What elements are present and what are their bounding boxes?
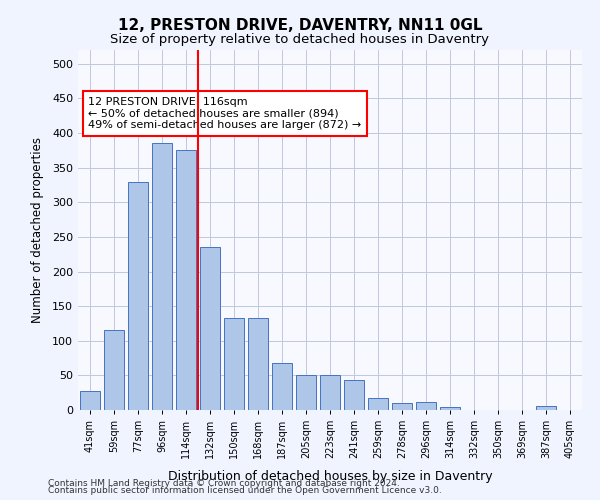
Bar bbox=[344, 380, 364, 410]
Y-axis label: Number of detached properties: Number of detached properties bbox=[31, 137, 44, 323]
Text: Contains HM Land Registry data © Crown copyright and database right 2024.: Contains HM Land Registry data © Crown c… bbox=[48, 478, 400, 488]
Bar bbox=[152, 144, 172, 410]
Bar bbox=[248, 318, 268, 410]
Bar bbox=[296, 376, 316, 410]
Bar bbox=[272, 363, 292, 410]
Bar bbox=[392, 403, 412, 410]
Bar bbox=[320, 376, 340, 410]
Bar bbox=[416, 402, 436, 410]
Bar bbox=[536, 406, 556, 410]
Bar bbox=[368, 398, 388, 410]
Bar bbox=[200, 248, 220, 410]
Text: Contains public sector information licensed under the Open Government Licence v3: Contains public sector information licen… bbox=[48, 486, 442, 495]
Text: 12, PRESTON DRIVE, DAVENTRY, NN11 0GL: 12, PRESTON DRIVE, DAVENTRY, NN11 0GL bbox=[118, 18, 482, 32]
Bar bbox=[440, 406, 460, 410]
Bar bbox=[80, 392, 100, 410]
Bar bbox=[128, 182, 148, 410]
Text: 12 PRESTON DRIVE: 116sqm
← 50% of detached houses are smaller (894)
49% of semi-: 12 PRESTON DRIVE: 116sqm ← 50% of detach… bbox=[88, 97, 361, 130]
Bar bbox=[176, 150, 196, 410]
X-axis label: Distribution of detached houses by size in Daventry: Distribution of detached houses by size … bbox=[167, 470, 493, 482]
Text: Size of property relative to detached houses in Daventry: Size of property relative to detached ho… bbox=[110, 32, 490, 46]
Bar bbox=[104, 330, 124, 410]
Bar bbox=[224, 318, 244, 410]
